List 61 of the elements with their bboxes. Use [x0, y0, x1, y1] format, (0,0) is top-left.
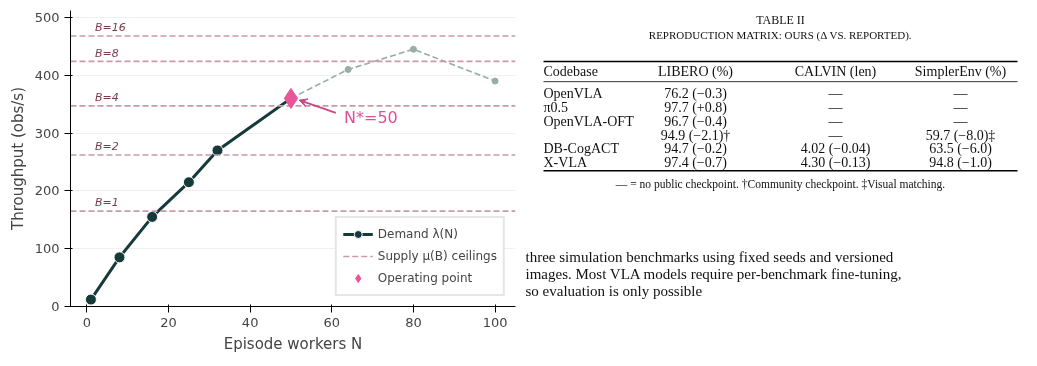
text: —	[953, 86, 968, 102]
y-tick-label: 500	[34, 9, 60, 25]
x-tick-label: 60	[323, 314, 341, 330]
point	[113, 251, 126, 264]
text: 97.7 (+0.8)	[664, 100, 727, 116]
y-axis-title: Throughput (obs/s)	[8, 87, 27, 231]
point	[409, 45, 417, 53]
category-label: LIBERO (%)	[657, 64, 734, 81]
x-tick-label: 20	[160, 314, 177, 330]
category-label: CALVIN (len)	[794, 64, 877, 81]
x-tick-label: 40	[241, 314, 259, 330]
y-tick-label: 400	[34, 67, 60, 83]
point	[146, 210, 159, 223]
annotation: B=1	[95, 196, 119, 210]
annotation: B=2	[95, 140, 119, 154]
text: 94.7 (−0.2)	[664, 141, 727, 157]
text: TABLE II	[756, 13, 805, 28]
x-tick-label: 80	[405, 314, 422, 330]
text: REPRODUCTION MATRIX: OURS (Δ VS. REPORTED).	[648, 28, 912, 42]
annotation: N*=50	[344, 108, 398, 128]
text: —	[953, 100, 968, 116]
text: 4.02 (−0.04)	[800, 141, 871, 157]
legend-label: Operating point	[377, 271, 473, 285]
text: —	[828, 86, 843, 102]
y-tick-label: 0	[51, 299, 60, 314]
x-tick-label: 100	[482, 314, 508, 330]
point	[182, 176, 195, 189]
text: 94.8 (−1.0)	[929, 155, 992, 171]
category-label: Codebase	[543, 64, 598, 80]
category-label: OpenVLA	[543, 86, 603, 102]
text: three simulation benchmarks using fixed seeds and versioned images. Most VLA models require per-benchmark fine-tuning, so evaluation is only possible	[525, 249, 902, 300]
category-label: DB-CogACT	[543, 141, 619, 157]
point	[491, 77, 499, 85]
text: 59.7 (−8.0)‡	[925, 127, 996, 143]
category-label: SimplerEnv (%)	[914, 64, 1007, 81]
text: 97.4 (−0.7)	[664, 155, 727, 171]
point	[344, 65, 352, 73]
legend-label: Supply μ(B) ceilings	[377, 249, 497, 263]
annotation: B=16	[95, 21, 126, 35]
text: —	[828, 113, 843, 129]
y-tick-label: 200	[34, 183, 60, 199]
point	[84, 293, 97, 306]
text: 4.30 (−0.13)	[800, 155, 871, 171]
legend-label: Demand λ(N)	[377, 227, 458, 241]
annotation: B=4	[95, 91, 119, 105]
text: — = no public checkpoint. †Community checkpoint. ‡Visual matching.	[614, 178, 946, 192]
point	[283, 87, 299, 109]
y-tick-label: 100	[34, 241, 60, 257]
text: —	[953, 113, 968, 129]
text: —	[828, 100, 843, 116]
text: 94.9 (−2.1)†	[660, 127, 731, 143]
text: —	[828, 127, 843, 143]
x-axis-title: Episode workers N	[223, 334, 363, 353]
x-tick-label: 0	[82, 314, 91, 330]
text: 76.2 (−0.3)	[664, 86, 727, 102]
y-tick-label: 300	[34, 125, 60, 141]
category-label: π0.5	[543, 100, 569, 116]
category-label: X-VLA	[543, 155, 588, 171]
category-label: OpenVLA-OFT	[543, 113, 634, 129]
text: 63.5 (−6.0)	[929, 141, 992, 157]
annotation: B=8	[95, 46, 119, 60]
